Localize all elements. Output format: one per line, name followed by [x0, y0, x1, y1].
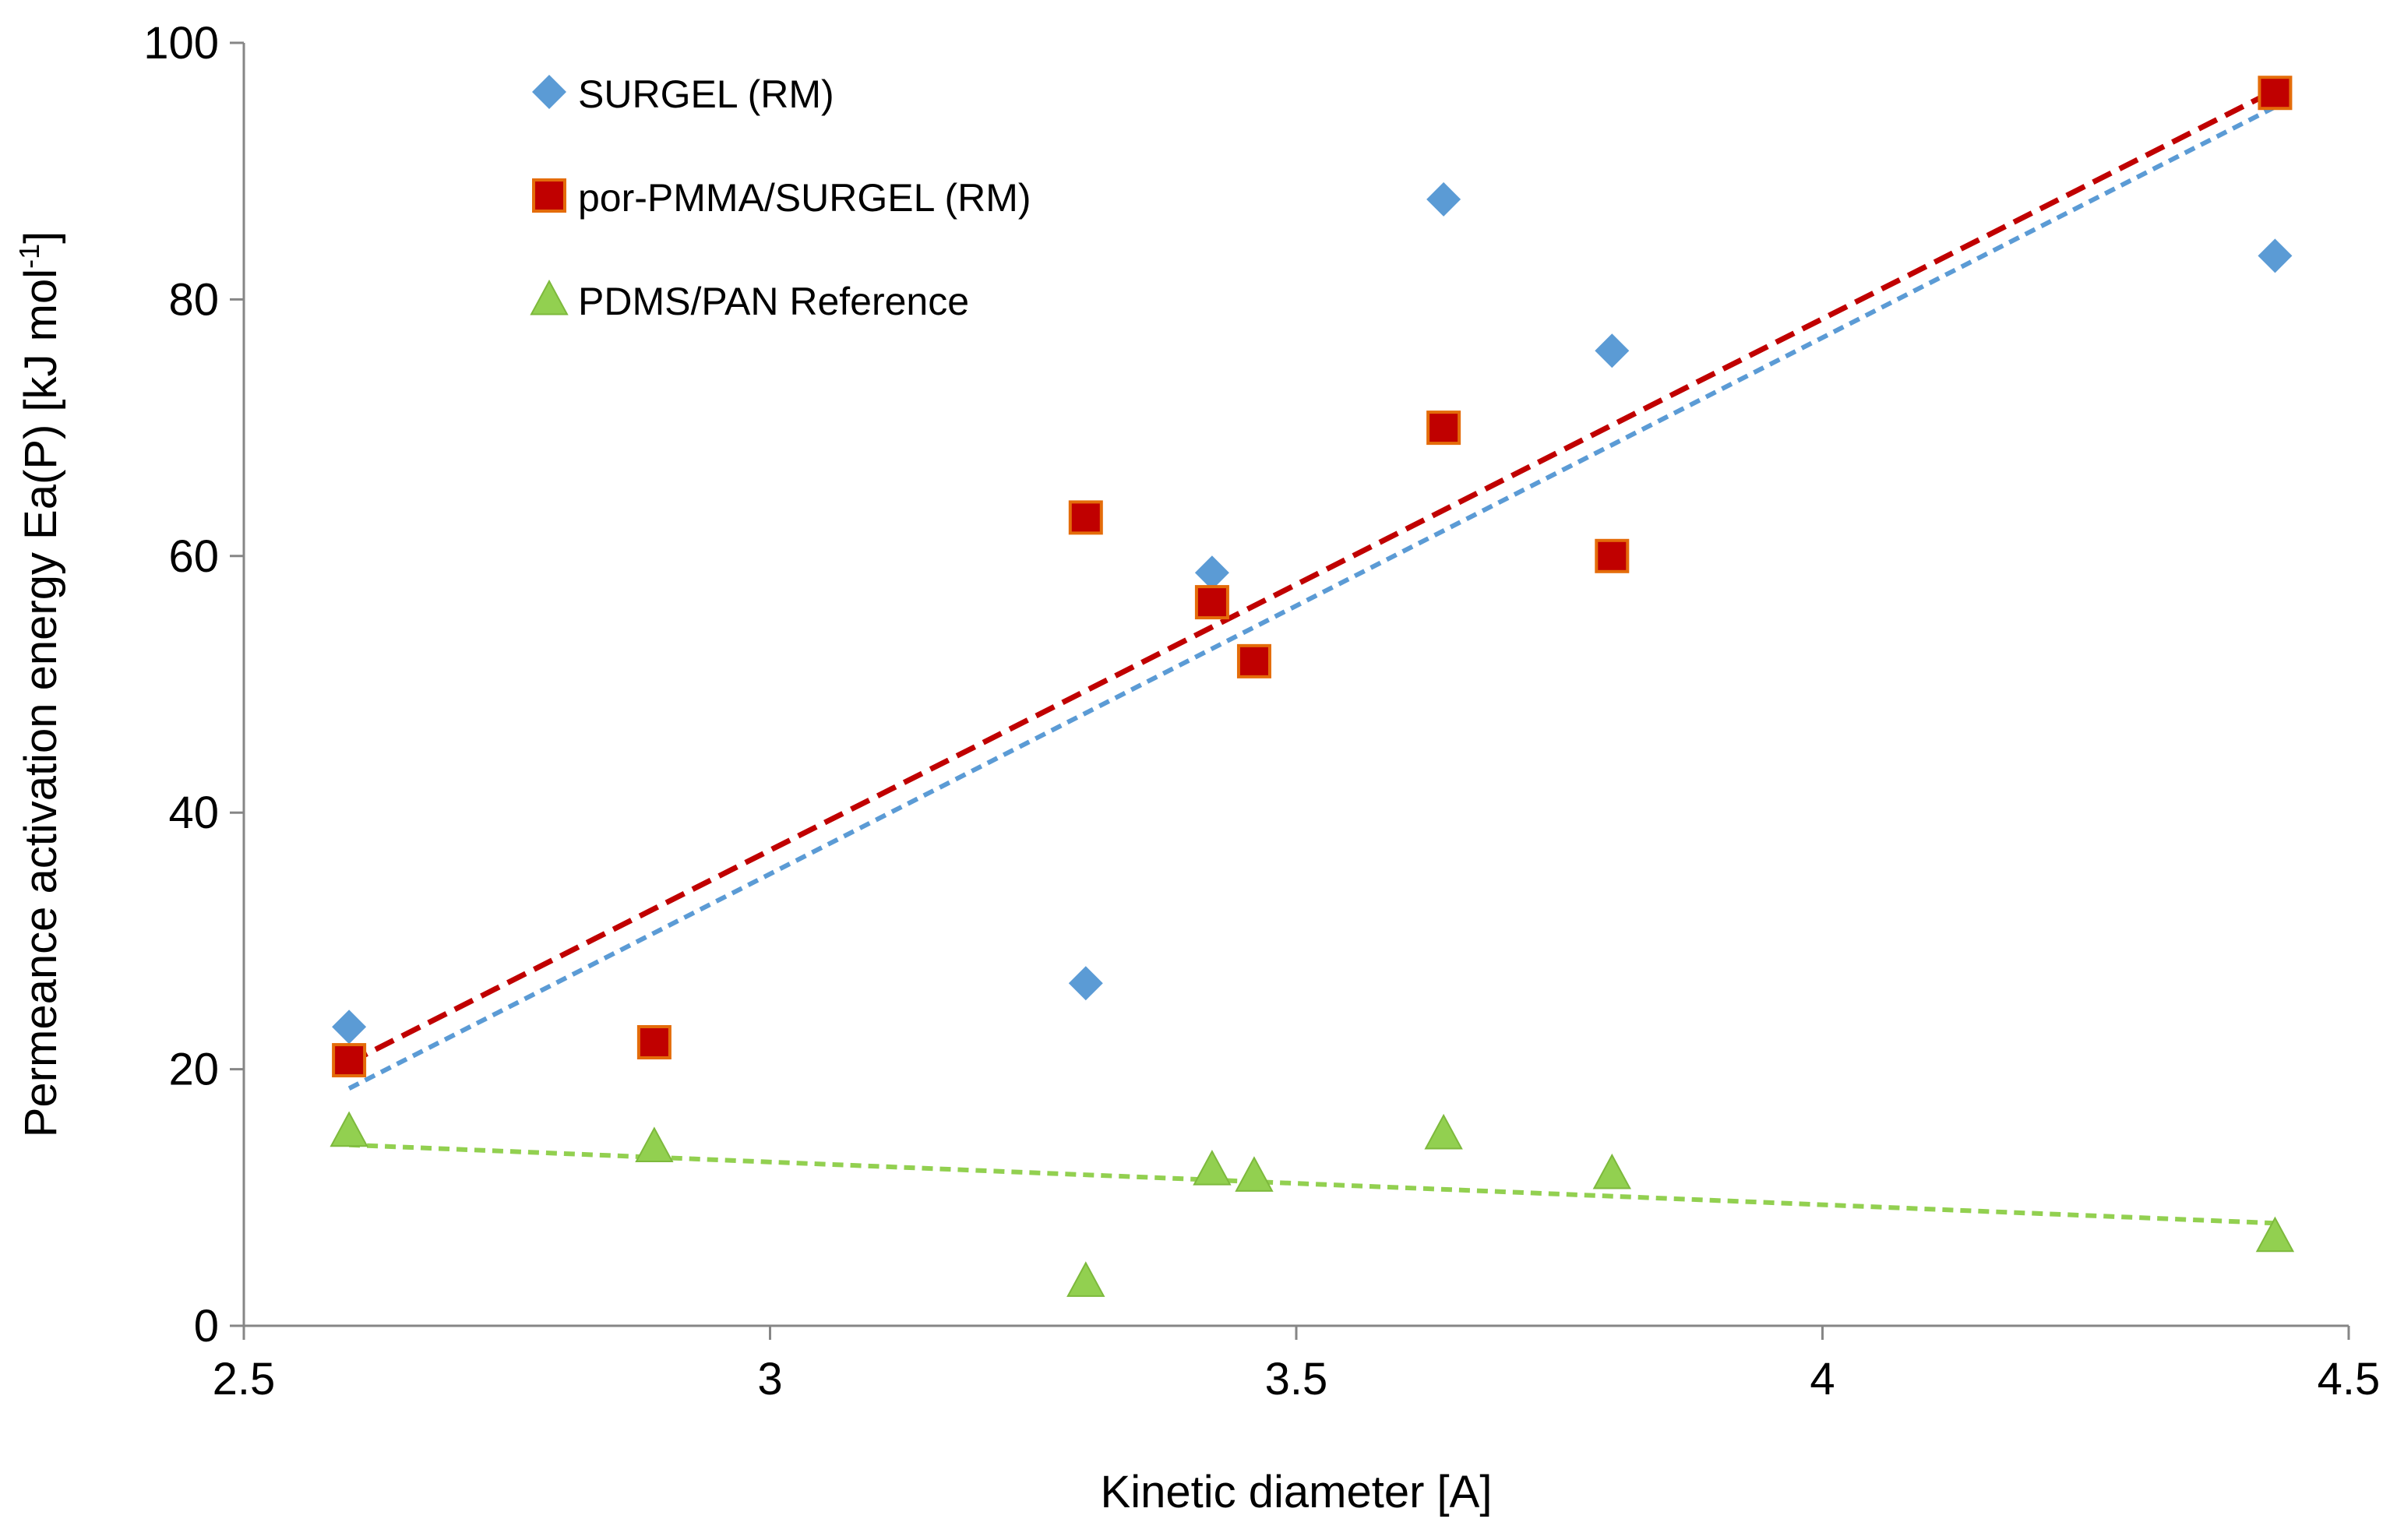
y-axis-title: Permeance activation energy Ea(P) [kJ mo…	[13, 231, 66, 1138]
data-point-series-2	[1236, 643, 1271, 678]
trendlines	[347, 87, 2277, 1226]
x-axis-title: Kinetic diameter [A]	[1101, 1467, 1493, 1517]
data-points	[330, 76, 2295, 1297]
data-point-series-1	[2258, 238, 2293, 273]
data-point-series-2	[1595, 538, 1630, 573]
legend: SURGEL (RM) por-PMMA/SURGEL (RM) PDMS/PAN …	[530, 72, 1031, 323]
data-point-series-1	[1068, 966, 1103, 1001]
data-point-series-2	[1068, 500, 1103, 535]
legend-label-series-3: PDMS/PAN Reference	[578, 280, 969, 323]
data-point-series-1	[1595, 333, 1630, 368]
data-point-series-3	[1235, 1156, 1274, 1192]
x-tick-labels: 2.5 3 3.5 4 4.5	[213, 1354, 2381, 1404]
y-axis-title-close: ]	[16, 231, 66, 244]
y-tick-label: 40	[168, 788, 219, 838]
data-point-series-3	[1193, 1149, 1232, 1186]
legend-marker-series-3	[530, 279, 569, 315]
data-point-series-2	[636, 1025, 672, 1060]
data-point-series-3	[635, 1126, 674, 1162]
data-point-series-1	[1426, 181, 1461, 217]
x-tick-label: 3.5	[1265, 1354, 1328, 1404]
legend-label-series-1: SURGEL (RM)	[578, 72, 834, 116]
y-tick-label: 80	[168, 274, 219, 325]
trendline-series-2	[347, 87, 2277, 1066]
data-point-series-2	[1194, 585, 1229, 620]
legend-label-series-2: por-PMMA/SURGEL (RM)	[578, 176, 1031, 220]
data-point-series-3	[1592, 1153, 1631, 1189]
y-tick-label: 0	[194, 1301, 219, 1351]
x-tick-label: 4.5	[2318, 1354, 2381, 1404]
y-tick-label: 60	[168, 531, 219, 582]
legend-marker-series-2	[532, 178, 566, 213]
legend-marker-series-1	[532, 75, 566, 109]
data-point-series-3	[1066, 1261, 1105, 1297]
data-point-series-1	[1194, 555, 1229, 590]
y-tick-labels: 0 20 40 60 80 100	[143, 18, 219, 1351]
data-point-series-3	[330, 1111, 368, 1147]
data-point-series-3	[1424, 1113, 1463, 1150]
y-tick-label: 100	[143, 18, 219, 69]
data-point-series-2	[2258, 76, 2293, 111]
y-axis-title-main: Permeance activation energy Ea(P) [kJ mo…	[16, 269, 66, 1137]
data-point-series-1	[332, 1010, 367, 1045]
y-axis-title-superscript: -1	[13, 244, 45, 269]
data-point-series-2	[332, 1043, 367, 1078]
data-point-series-3	[2255, 1216, 2295, 1253]
x-tick-label: 2.5	[213, 1354, 276, 1404]
x-tick-label: 4	[1810, 1354, 1835, 1404]
x-tick-label: 3	[757, 1354, 782, 1404]
y-tick-label: 20	[168, 1045, 219, 1095]
data-point-series-2	[1426, 411, 1461, 446]
tick-marks	[230, 41, 2350, 1340]
trendline-series-1	[347, 104, 2276, 1091]
